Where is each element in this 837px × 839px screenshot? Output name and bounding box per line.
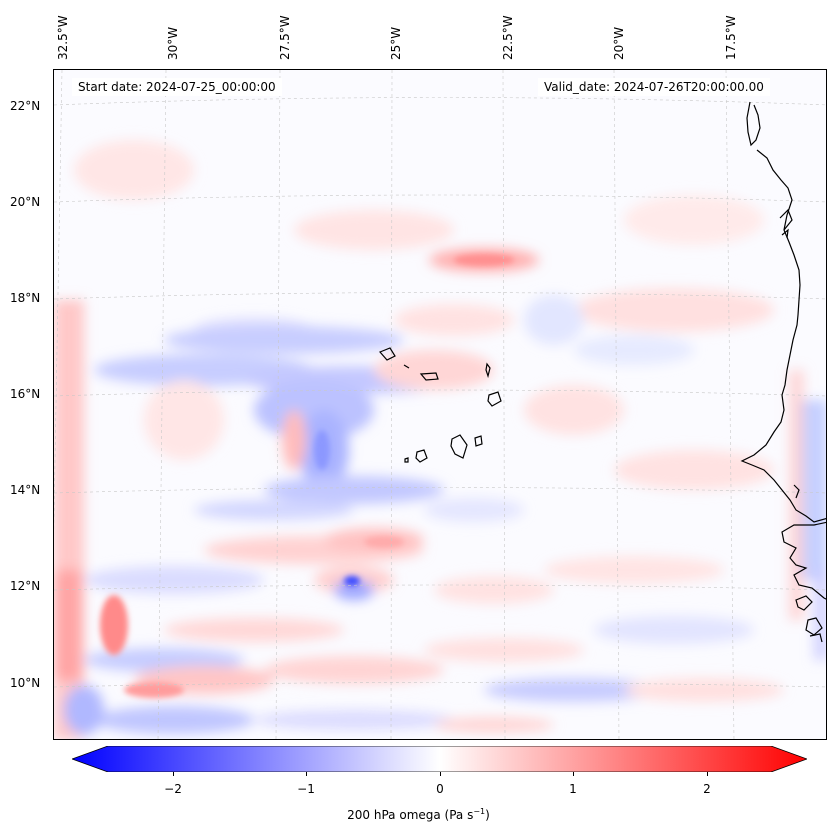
- lat-label-16n: 16°N: [10, 387, 41, 401]
- graticule: [54, 70, 826, 739]
- colorbar-tick-label: 0: [436, 782, 444, 796]
- lat-label-12n: 12°N: [10, 579, 41, 593]
- colorbar-label: 200 hPa omega (Pa s−1): [0, 807, 837, 822]
- lat-label-22n: 22°N: [10, 99, 41, 113]
- lat-label-18n: 18°N: [10, 291, 41, 305]
- colorbar-tick-label: −2: [164, 782, 182, 796]
- colorbar-label-unit-exponent: −1: [473, 807, 486, 816]
- colorbar-label-close: ): [485, 808, 490, 822]
- lat-label-20n: 20°N: [10, 195, 41, 209]
- lon-label-32-5w: 32.5°W: [56, 15, 70, 60]
- lat-label-14n: 14°N: [10, 483, 41, 497]
- map-panel: [53, 69, 827, 740]
- colorbar-tickmark: [173, 772, 174, 776]
- colorbar-tickmark: [306, 772, 307, 776]
- omega-pattern: [54, 140, 826, 739]
- lon-label-30w: 30°W: [166, 26, 180, 60]
- omega-field: [54, 70, 826, 739]
- valid-date-label: Valid_date: 2024-07-26T20:00:00.00: [538, 78, 770, 96]
- colorbar-tick-label: 2: [703, 782, 711, 796]
- start-date-label: Start date: 2024-07-25_00:00:00: [72, 78, 282, 96]
- colorbar: [72, 746, 807, 772]
- lon-label-22-5w: 22.5°W: [501, 15, 515, 60]
- lon-label-20w: 20°W: [612, 26, 626, 60]
- lon-label-17-5w: 17.5°W: [724, 15, 738, 60]
- colorbar-tick-label: −1: [297, 782, 315, 796]
- african-coastline: [740, 101, 826, 643]
- cape-verde-islands: [378, 347, 502, 463]
- colorbar-label-text: 200 hPa omega (Pa s: [347, 808, 474, 822]
- colorbar-tick-label: 1: [569, 782, 577, 796]
- lon-label-27-5w: 27.5°W: [278, 15, 292, 60]
- omega-peaks: [100, 254, 514, 698]
- lat-label-10n: 10°N: [10, 676, 41, 690]
- colorbar-tickmark: [707, 772, 708, 776]
- colorbar-tickmark: [440, 772, 441, 776]
- lon-label-25w: 25°W: [389, 26, 403, 60]
- colorbar-tickmark: [573, 772, 574, 776]
